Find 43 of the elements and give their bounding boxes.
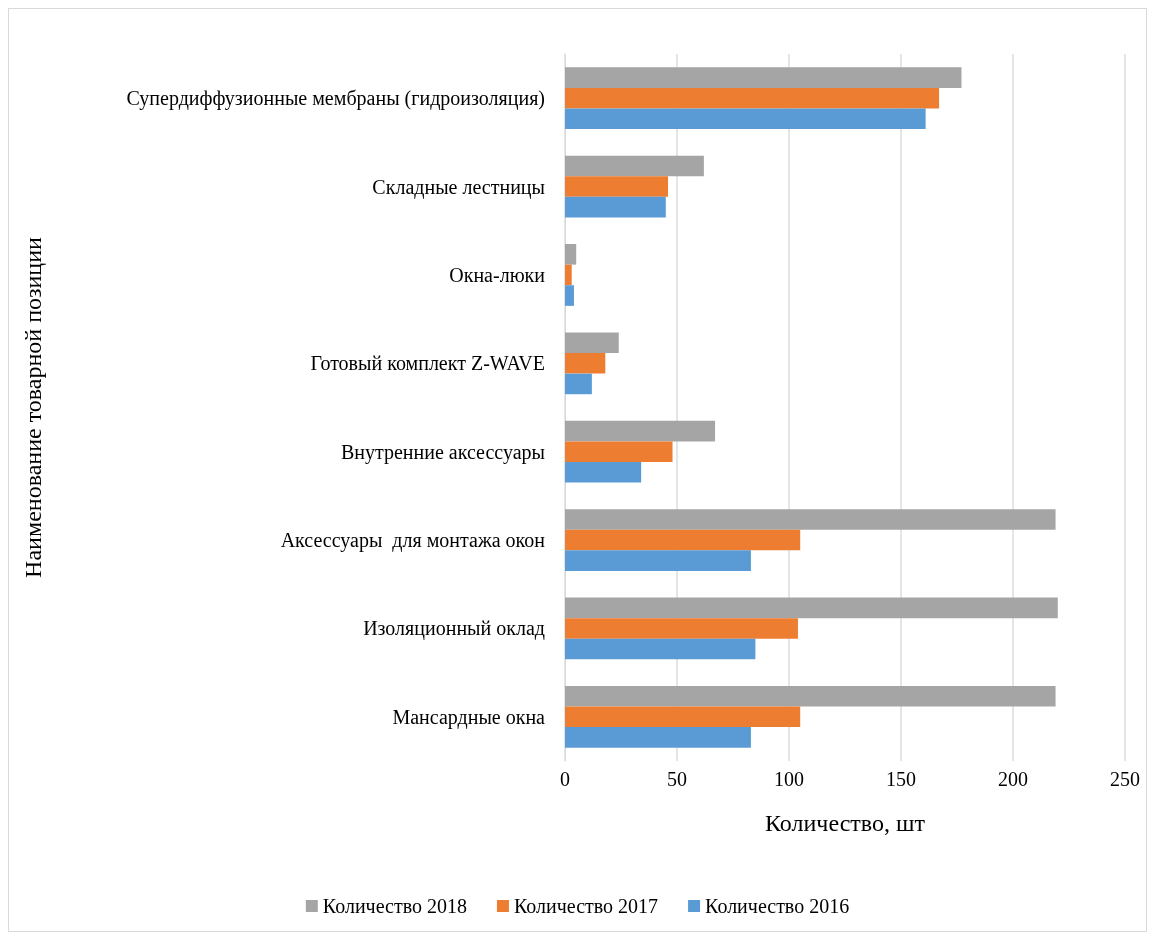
y-tick-label: Аксессуары для монтажа окон (280, 529, 546, 553)
bar (565, 87, 940, 109)
legend-label: Количество 2017 (513, 895, 659, 917)
bar (565, 509, 1056, 530)
bar (565, 332, 619, 353)
y-tick-label: Складные лестницы (372, 175, 545, 199)
bar (565, 420, 716, 442)
y-tick-label: Мансардные окна (392, 705, 546, 729)
bar (565, 108, 926, 130)
bar (565, 529, 801, 551)
bar (565, 244, 577, 265)
legend-label: Количество 2018 (322, 895, 467, 917)
x-axis-title: Количество, шт (765, 810, 926, 836)
bar (565, 155, 704, 177)
bar (565, 196, 666, 218)
x-tick-label: 50 (667, 768, 687, 790)
bar (565, 638, 756, 660)
x-tick-label: 250 (1110, 768, 1140, 790)
y-tick-label: Изоляционный оклад (363, 617, 545, 641)
bar (565, 706, 801, 728)
bar (565, 727, 751, 748)
y-tick-label: Готовый комплект Z-WAVE (310, 352, 545, 375)
x-tick-label: 100 (774, 768, 804, 790)
bar (565, 285, 574, 306)
bar (565, 264, 572, 286)
x-tick-label: 200 (998, 768, 1028, 790)
y-tick-label: Окна-люки (449, 263, 546, 286)
bar (565, 353, 606, 374)
legend-label: Количество 2016 (705, 895, 850, 917)
bar (565, 441, 673, 462)
bar (565, 618, 798, 639)
y-tick-label: Внутренние аксессуары (340, 440, 545, 464)
bar (565, 373, 592, 395)
x-tick-label: 150 (886, 768, 916, 790)
y-tick-label: Супердиффузионные мембраны (гидроизоляция) (126, 87, 545, 111)
bar (565, 597, 1058, 619)
bar (565, 462, 642, 483)
bar (565, 685, 1056, 707)
y-axis-title: Наименование товарной позиции (20, 236, 46, 578)
x-tick-label: 0 (560, 768, 570, 790)
bar (565, 550, 751, 571)
bar (565, 176, 669, 197)
bar (565, 67, 962, 88)
